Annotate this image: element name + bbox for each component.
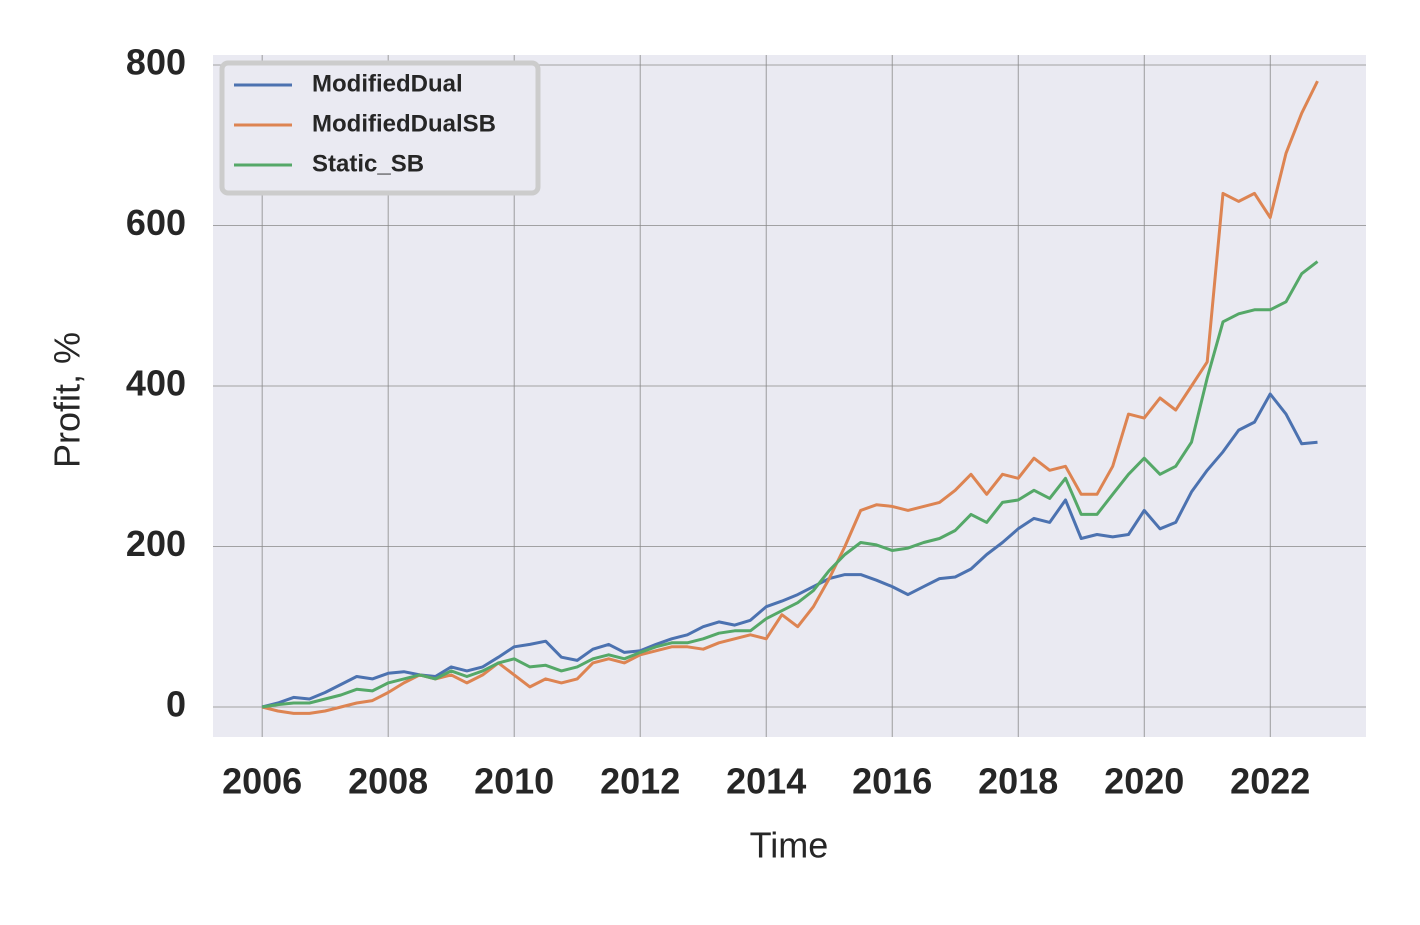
x-tick-label: 2010 (474, 761, 554, 802)
y-tick-label: 400 (126, 363, 186, 404)
legend-label: Static_SB (312, 150, 424, 177)
y-tick-label: 0 (166, 684, 186, 725)
x-tick-label: 2014 (726, 761, 806, 802)
y-axis-label: Profit, % (47, 332, 88, 468)
x-tick-label: 2008 (348, 761, 428, 802)
y-tick-label: 800 (126, 42, 186, 83)
legend: ModifiedDual ModifiedDualSB Static_SB (219, 60, 541, 196)
y-tick-label: 600 (126, 202, 186, 243)
x-tick-label: 2022 (1230, 761, 1310, 802)
data-line (261, 392, 1318, 709)
x-tick-label: 2018 (978, 761, 1058, 802)
x-axis-label: Time (750, 825, 829, 866)
x-tick-label: 2006 (222, 761, 302, 802)
data-line (261, 260, 1319, 709)
legend-frame (219, 60, 541, 196)
legend-label: ModifiedDualSB (312, 110, 496, 137)
lines (261, 80, 1319, 715)
x-tick-label: 2012 (600, 761, 680, 802)
x-tick-label: 2016 (852, 761, 932, 802)
y-tick-label: 200 (126, 523, 186, 564)
x-tick-label: 2020 (1104, 761, 1184, 802)
legend-label: ModifiedDual (312, 70, 463, 97)
